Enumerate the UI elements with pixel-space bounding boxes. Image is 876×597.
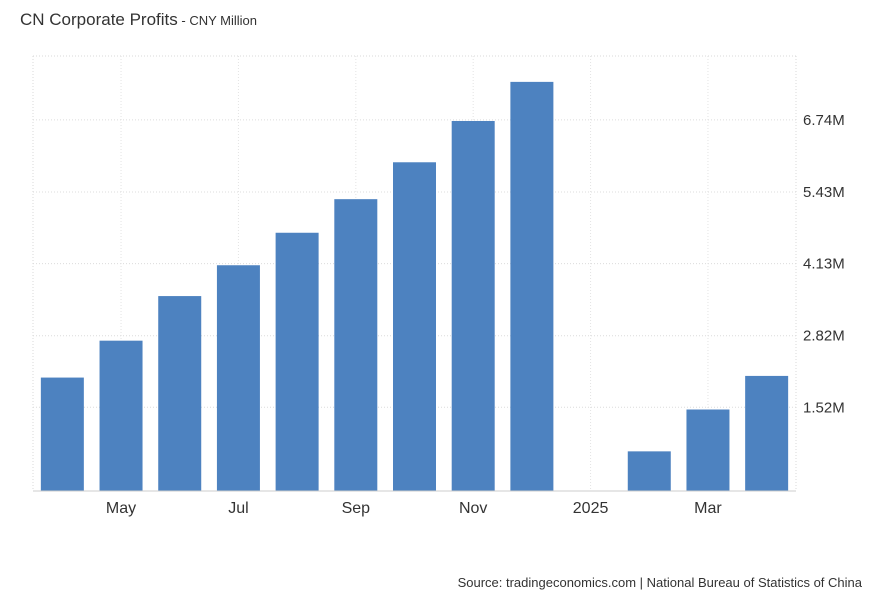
x-tick-label: 2025	[573, 500, 609, 517]
x-tick-label: Sep	[342, 500, 371, 517]
bar	[393, 162, 436, 491]
bar	[686, 409, 730, 491]
x-tick-label: Nov	[459, 500, 487, 517]
bar	[451, 120, 495, 492]
bar	[510, 81, 554, 491]
source-note: Source: tradingeconomics.com | National …	[457, 575, 862, 590]
y-tick-label: 5.43M	[803, 184, 845, 201]
y-tick-label: 4.13M	[803, 256, 845, 273]
y-tick-label: 6.74M	[803, 112, 845, 129]
bar	[40, 377, 84, 491]
bar	[99, 340, 143, 491]
chart-title-main: CN Corporate Profits	[20, 10, 178, 29]
bar	[334, 199, 378, 491]
bar	[216, 265, 260, 491]
bar-chart: 1.52M 2.82M 4.13M 5.43M 6.74M May Jul Sep Nov 202…	[32, 55, 845, 517]
bar	[275, 232, 319, 491]
y-tick-label: 2.82M	[803, 328, 845, 345]
bar	[627, 451, 671, 491]
x-tick-label: Mar	[694, 500, 722, 517]
bar	[745, 375, 789, 491]
x-tick-label: Jul	[228, 500, 248, 517]
bar	[158, 296, 202, 491]
chart-title: CN Corporate Profits - CNY Million	[20, 10, 257, 30]
y-tick-label: 1.52M	[803, 399, 845, 416]
chart-title-unit: - CNY Million	[177, 13, 257, 28]
x-tick-label: May	[106, 500, 136, 517]
